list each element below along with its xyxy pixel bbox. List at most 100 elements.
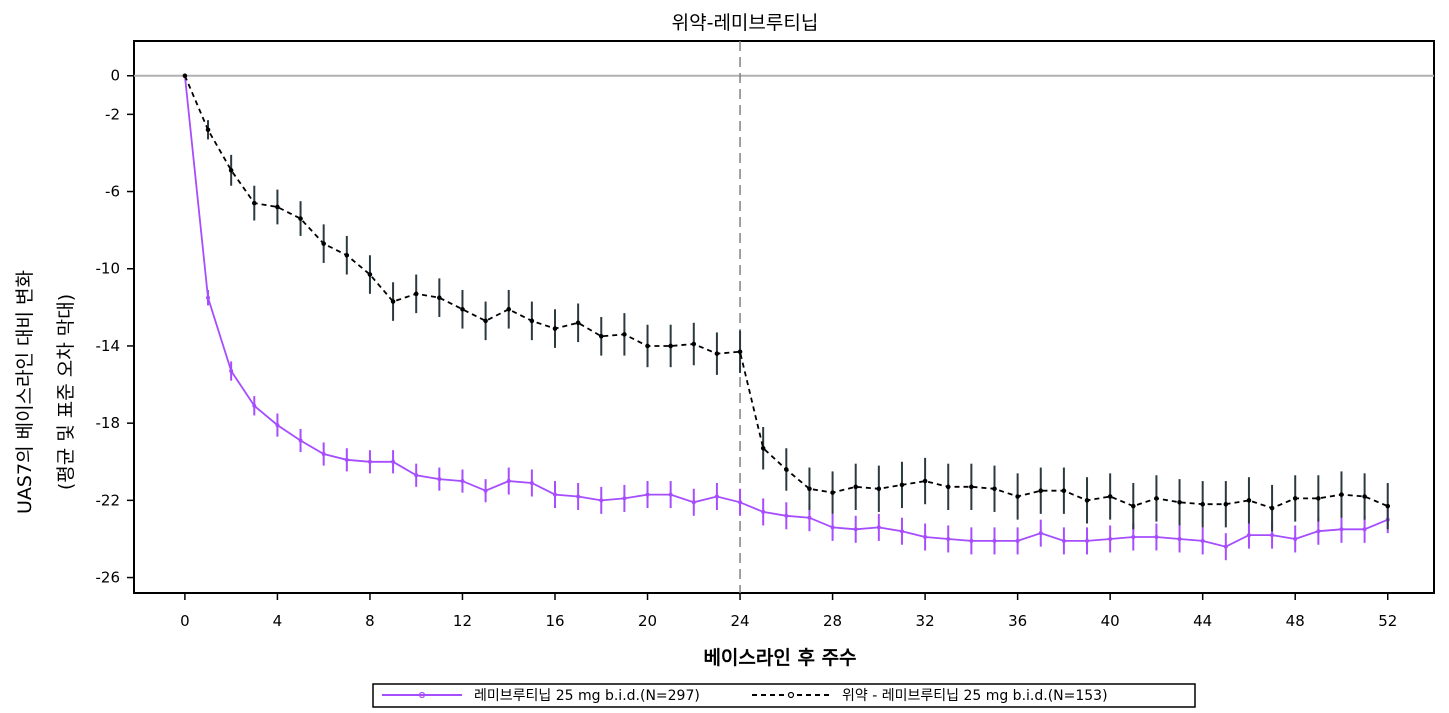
point-placebo <box>714 351 720 356</box>
point-remibrutinib <box>321 452 326 457</box>
point-placebo <box>1061 488 1067 494</box>
point-remibrutinib <box>1246 533 1251 538</box>
x-tick-label: 0 <box>180 612 190 630</box>
point-placebo <box>969 484 974 490</box>
x-tick-label: 12 <box>453 612 472 630</box>
point-remibrutinib <box>853 527 858 532</box>
point-remibrutinib <box>1316 529 1321 534</box>
x-tick-label: 24 <box>731 612 750 630</box>
y-tick-label: -10 <box>96 260 121 278</box>
point-placebo <box>275 204 280 210</box>
point-remibrutinib <box>1293 536 1298 541</box>
y-axis-ticks: 0 -2 -6 -10 -14 -18 -22 -26 <box>96 67 134 587</box>
point-remibrutinib <box>807 515 812 520</box>
point-placebo <box>645 343 650 349</box>
point-remibrutinib <box>992 538 997 543</box>
point-placebo <box>992 486 997 492</box>
point-remibrutinib <box>1177 536 1182 541</box>
point-remibrutinib <box>738 500 743 505</box>
point-placebo <box>1292 496 1298 501</box>
point-placebo <box>1107 494 1113 499</box>
y-tick-label: -22 <box>96 491 121 509</box>
point-remibrutinib <box>391 459 396 464</box>
point-placebo <box>622 332 627 337</box>
point-remibrutinib <box>529 480 534 485</box>
point-placebo <box>228 168 234 173</box>
point-placebo <box>876 486 882 492</box>
point-remibrutinib <box>599 498 604 503</box>
point-remibrutinib <box>1362 527 1367 532</box>
point-remibrutinib <box>876 525 881 530</box>
point-remibrutinib <box>1131 535 1136 540</box>
point-remibrutinib <box>830 525 835 530</box>
point-remibrutinib <box>761 509 766 514</box>
point-remibrutinib <box>1038 531 1043 536</box>
series-placebo <box>182 73 1391 532</box>
point-placebo <box>1269 505 1275 511</box>
point-placebo <box>529 318 535 324</box>
x-axis-ticks: 0 4 8 12 16 20 24 28 32 36 40 44 48 52 <box>180 593 1397 630</box>
y-axis-label-line2: (평균 및 표준 오차 막대) <box>55 294 77 490</box>
point-remibrutinib <box>668 492 673 497</box>
point-placebo <box>298 216 303 221</box>
point-placebo <box>784 467 789 472</box>
point-remibrutinib <box>622 496 627 501</box>
x-tick-label: 52 <box>1378 612 1397 630</box>
y-tick-label: -6 <box>105 183 120 201</box>
point-remibrutinib <box>899 529 904 534</box>
chart-title: 위약-레미브루티닙 <box>672 12 819 34</box>
point-placebo <box>552 326 558 331</box>
legend: 레미브루티닙 25 mg b.i.d.(N=297) 위약 - 레미브루티닙 2… <box>372 683 1196 708</box>
point-placebo <box>1385 503 1391 509</box>
legend-label-remibrutinib: 레미브루티닙 25 mg b.i.d.(N=297) <box>474 688 700 704</box>
point-remibrutinib <box>367 459 372 464</box>
point-placebo <box>182 73 188 79</box>
point-placebo <box>1362 494 1367 499</box>
point-remibrutinib <box>552 492 557 497</box>
legend-label-placebo: 위약 - 레미브루티닙 25 mg b.i.d.(N=153) <box>842 688 1108 704</box>
point-remibrutinib <box>437 477 442 482</box>
point-placebo <box>1316 496 1321 501</box>
point-remibrutinib <box>576 494 581 499</box>
point-remibrutinib <box>1200 538 1205 543</box>
legend-marker-placebo <box>787 691 795 699</box>
point-placebo <box>344 252 350 258</box>
point-placebo <box>1223 501 1229 507</box>
point-placebo <box>1015 494 1020 499</box>
point-placebo <box>483 318 488 324</box>
point-placebo <box>691 341 697 347</box>
x-tick-label: 40 <box>1101 612 1120 630</box>
y-tick-label: -26 <box>96 569 121 587</box>
point-placebo <box>390 299 396 304</box>
x-axis-label: 베이스라인 후 주수 <box>703 647 856 669</box>
point-remibrutinib <box>275 423 280 428</box>
series-layer <box>182 73 1391 561</box>
point-placebo <box>575 320 581 326</box>
point-remibrutinib <box>229 369 234 374</box>
point-placebo <box>1154 496 1159 501</box>
point-remibrutinib <box>298 438 303 443</box>
point-placebo <box>1130 503 1136 509</box>
y-axis-label: UAS7의 베이스라인 대비 변화 (평균 및 표준 오차 막대) <box>14 270 77 514</box>
point-placebo <box>1200 501 1205 507</box>
x-tick-label: 36 <box>1008 612 1027 630</box>
point-placebo <box>1339 492 1344 497</box>
x-tick-label: 16 <box>545 612 564 630</box>
x-tick-label: 44 <box>1193 612 1212 630</box>
point-remibrutinib <box>1015 538 1020 543</box>
point-remibrutinib <box>252 403 257 408</box>
point-remibrutinib <box>344 457 349 462</box>
point-remibrutinib <box>1154 535 1159 540</box>
point-remibrutinib <box>506 479 511 484</box>
point-remibrutinib <box>1085 538 1090 543</box>
point-remibrutinib <box>1270 533 1275 538</box>
legend-marker-remibrutinib <box>418 691 426 699</box>
legend-frame <box>372 683 1196 708</box>
legend-item-remibrutinib: 레미브루티닙 25 mg b.i.d.(N=297) <box>382 688 700 704</box>
point-placebo <box>205 127 211 133</box>
point-placebo <box>899 482 905 488</box>
x-tick-label: 4 <box>273 612 283 630</box>
x-tick-label: 48 <box>1286 612 1305 630</box>
point-placebo <box>737 349 743 355</box>
